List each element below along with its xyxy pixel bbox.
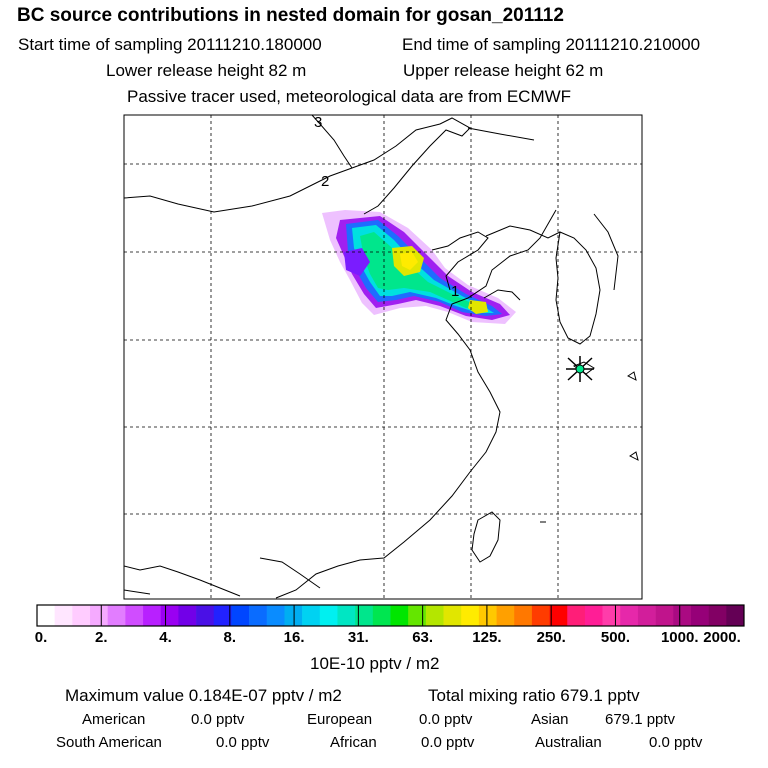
colorbar-cell [478, 605, 497, 626]
colorbar-cell [302, 605, 321, 626]
max-value-text: Maximum value 0.184E-07 pptv / m2 [65, 686, 342, 705]
colorbar-cell [107, 605, 126, 626]
colorbar-tick-label: 4. [159, 629, 172, 646]
colorbar-cell [143, 605, 162, 626]
colorbar-tick-label: 1000. [660, 629, 699, 646]
receptor-star-icon [566, 356, 594, 382]
contour-label-1: 1 [451, 283, 459, 300]
colorbar-cell [549, 605, 568, 626]
colorbar-cell [72, 605, 91, 626]
colorbar-cell [355, 605, 374, 626]
colorbar-cell [602, 605, 621, 626]
colorbar-cell [425, 605, 444, 626]
upper-release-height: Upper release height 62 m [403, 61, 604, 80]
colorbar-cell [54, 605, 73, 626]
colorbar-cell [160, 605, 179, 626]
colorbar-tick-label: 63. [412, 629, 434, 646]
colorbar-cell [673, 605, 692, 626]
colorbar [36, 605, 745, 626]
colorbar-cell [213, 605, 232, 626]
asian-value: 679.1 pptv [605, 711, 676, 728]
colorbar-cell [514, 605, 533, 626]
colorbar-cell [496, 605, 515, 626]
colorbar-cell [567, 605, 586, 626]
start-time-text: Start time of sampling 20111210.180000 [18, 35, 322, 54]
colorbar-cell [531, 605, 550, 626]
colorbar-cell [266, 605, 285, 626]
colorbar-cell [408, 605, 427, 626]
map-frame [123, 114, 643, 600]
colorbar-cell [690, 605, 709, 626]
colorbar-tick-label: 16. [283, 629, 305, 646]
colorbar-frame [36, 604, 745, 627]
coastlines [124, 115, 639, 599]
european-label: European [307, 711, 373, 728]
total-mixing-ratio-text: Total mixing ratio 679.1 pptv [428, 686, 640, 705]
map-area [124, 115, 642, 599]
colorbar-cell [231, 605, 250, 626]
contour-label-3: 3 [314, 114, 322, 131]
colorbar-tick-label: 8. [223, 629, 237, 646]
colorbar-cell [443, 605, 462, 626]
colorbar-cell [125, 605, 144, 626]
colorbar-unit: 10E-10 pptv / m2 [310, 654, 440, 673]
colorbar-cell [655, 605, 674, 626]
south-american-value: 0.0 pptv [216, 734, 270, 751]
colorbar-cell [337, 605, 356, 626]
colorbar-cell [461, 605, 480, 626]
colorbar-cell [620, 605, 639, 626]
colorbar-tick-label: 0. [34, 629, 48, 646]
colorbar-tick-label: 2000. [703, 629, 741, 646]
colorbar-cell [196, 605, 215, 626]
colorbar-cell [584, 605, 603, 626]
colorbar-tick-label: 2. [95, 629, 108, 646]
colorbar-tick-label: 250. [536, 629, 566, 646]
colorbar-tick-label: 125. [472, 629, 502, 646]
australian-value: 0.0 pptv [649, 734, 703, 751]
colorbar-cell [249, 605, 268, 626]
concentration-plume [322, 210, 516, 324]
asian-label: Asian [531, 711, 569, 728]
colorbar-cell [284, 605, 303, 626]
grid-lines [124, 115, 642, 599]
colorbar-cell [708, 605, 727, 626]
lower-release-height: Lower release height 82 m [106, 61, 307, 80]
colorbar-tick-label: 500. [600, 629, 631, 646]
american-label: American [82, 711, 146, 728]
tracer-note: Passive tracer used, meteorological data… [127, 87, 572, 106]
american-value: 0.0 pptv [191, 711, 245, 728]
colorbar-tick-label: 31. [347, 629, 369, 646]
colorbar-cell [90, 605, 109, 626]
colorbar-cell [178, 605, 197, 626]
page-title: BC source contributions in nested domain… [17, 5, 564, 26]
end-time-text: End time of sampling 20111210.210000 [402, 35, 701, 54]
colorbar-cell [319, 605, 338, 626]
african-value: 0.0 pptv [421, 734, 475, 751]
colorbar-cell [372, 605, 391, 626]
south-american-label: South American [56, 734, 162, 751]
contour-label-2: 2 [321, 173, 329, 190]
african-label: African [330, 734, 377, 751]
colorbar-cell [37, 605, 55, 626]
colorbar-cell [390, 605, 409, 626]
australian-label: Australian [535, 734, 602, 751]
colorbar-cell [726, 605, 745, 626]
colorbar-cell [637, 605, 656, 626]
european-value: 0.0 pptv [419, 711, 473, 728]
